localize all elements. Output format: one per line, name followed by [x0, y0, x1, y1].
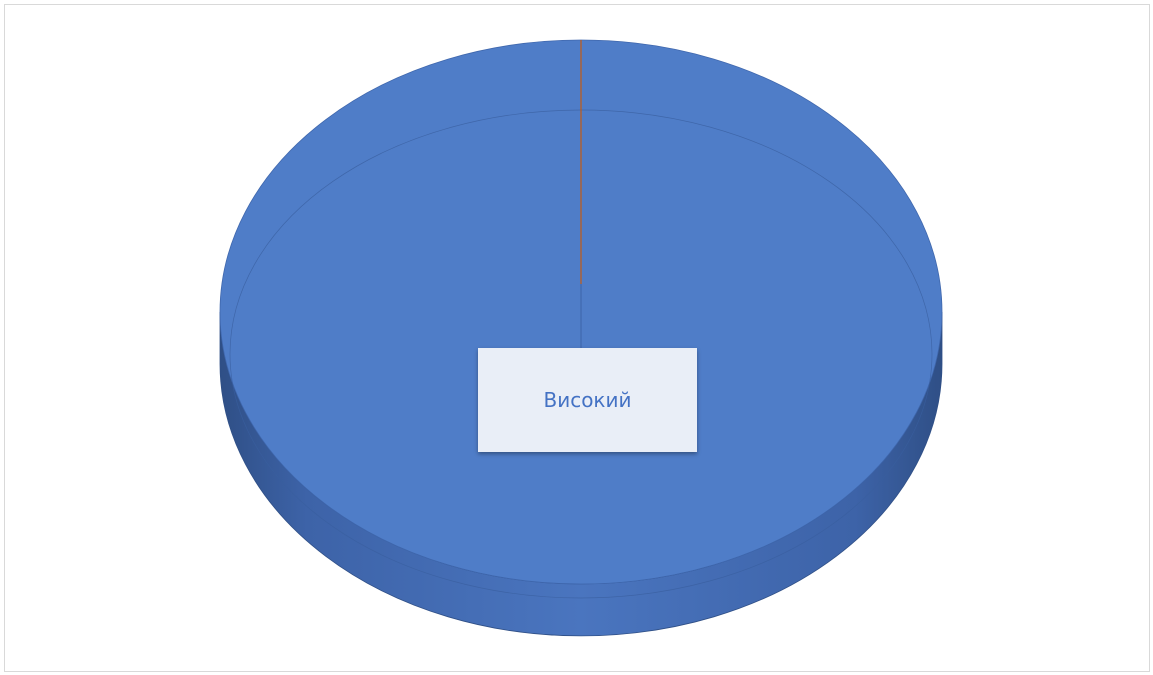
data-label-box: Високий — [478, 348, 697, 452]
data-label: Високий — [543, 388, 632, 412]
